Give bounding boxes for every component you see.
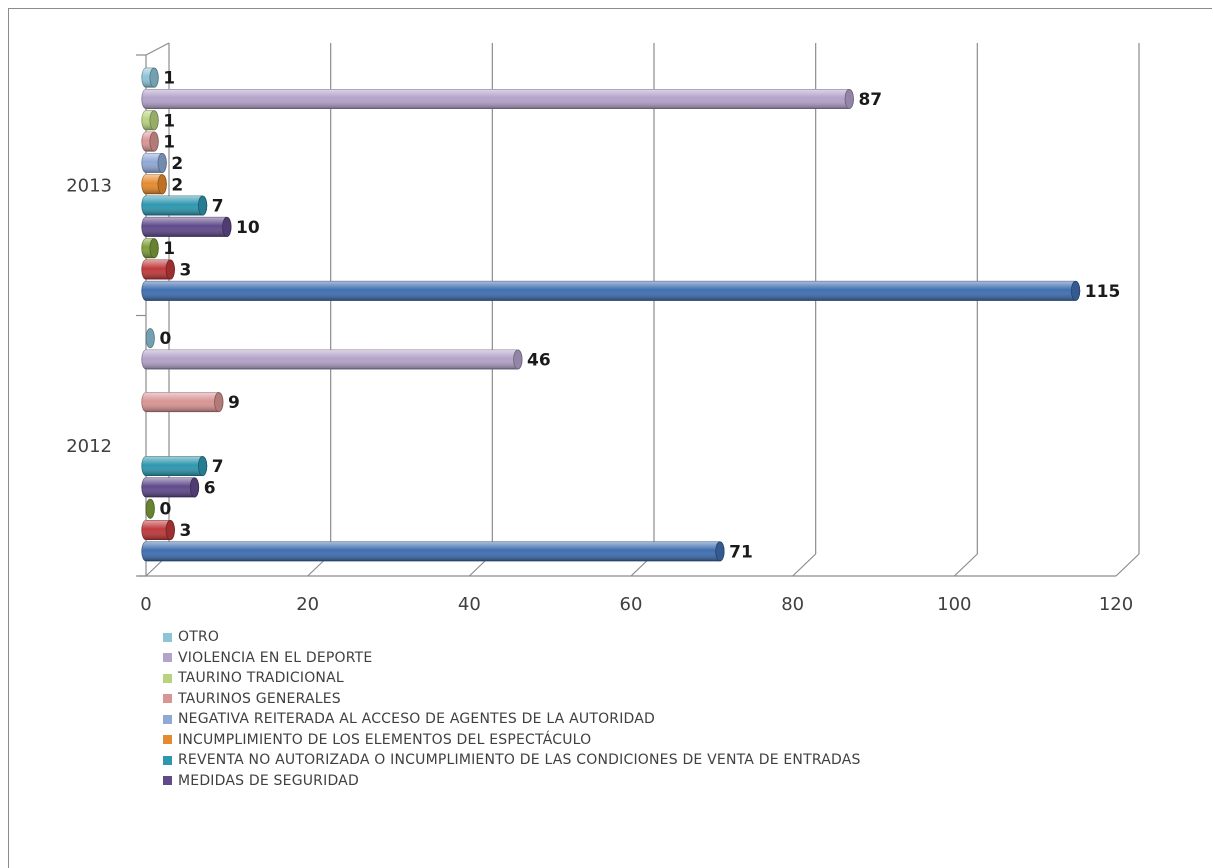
data-label: 9	[228, 393, 240, 413]
legend-label: VIOLENCIA EN EL DEPORTE	[178, 649, 373, 666]
bar-2012-series-1	[141, 520, 175, 541]
data-label: 0	[159, 500, 171, 520]
data-label: 0	[159, 329, 171, 349]
floor-gridline-4	[792, 553, 817, 577]
bar-2012-series-2	[145, 498, 155, 519]
bar-2012-series-0	[141, 541, 725, 562]
bar-2013-reventa-no-autorizada-o-incumplimiento-de-las-condiciones-de-venta-de-entradas	[141, 195, 208, 216]
data-label: 3	[179, 261, 191, 281]
data-label: 1	[163, 69, 175, 89]
bar-2012-otro	[145, 328, 155, 349]
legend-item: TAURINOS GENERALES	[163, 689, 861, 710]
bar-2012-reventa-no-autorizada-o-incumplimiento-de-las-condiciones-de-venta-de-entradas	[141, 456, 208, 477]
legend: OTRO VIOLENCIA EN EL DEPORTE TAURINO TRADI…	[163, 627, 861, 791]
data-label: 3	[179, 521, 191, 541]
chart-frame	[8, 8, 1212, 868]
bar-2013-violencia-en-el-deporte	[141, 88, 854, 109]
legend-swatch	[163, 714, 172, 724]
bar-2013-series-2	[141, 238, 159, 259]
data-label: 1	[163, 111, 175, 131]
bar-2013-incumplimiento-de-los-elementos-del-espect-culo	[141, 174, 167, 195]
legend-label: TAURINO TRADICIONAL	[178, 670, 344, 687]
x-tick-label: 40	[458, 594, 481, 615]
data-label: 2	[171, 154, 183, 174]
legend-item: TAURINO TRADICIONAL	[163, 668, 861, 689]
legend-label: REVENTA NO AUTORIZADA O INCUMPLIMIENTO D…	[178, 752, 861, 769]
floor-gridline-5	[953, 553, 978, 577]
data-label: 87	[858, 90, 882, 110]
data-label: 7	[212, 457, 224, 477]
legend-swatch	[163, 735, 172, 745]
legend-item: NEGATIVA REITERADA AL ACCESO DE AGENTES …	[163, 709, 861, 730]
legend-label: OTRO	[178, 629, 220, 646]
legend-item: OTRO	[163, 627, 861, 648]
bars	[141, 67, 1081, 562]
x-tick-label: 20	[296, 594, 319, 615]
legend-item: VIOLENCIA EN EL DEPORTE	[163, 648, 861, 669]
bar-2013-taurino-tradicional	[141, 110, 159, 131]
legend-label: INCUMPLIMIENTO DE LOS ELEMENTOS DEL ESPE…	[178, 731, 592, 748]
data-label: 1	[163, 239, 175, 259]
data-label: 10	[236, 218, 260, 238]
y-axis-top-edge	[145, 42, 170, 56]
legend-swatch	[163, 755, 172, 765]
legend-swatch	[163, 776, 172, 786]
legend-swatch	[163, 653, 172, 663]
data-label: 7	[212, 197, 224, 217]
bar-2013-medidas-de-seguridad	[141, 216, 232, 237]
data-label: 71	[729, 542, 753, 562]
bar-2013-negativa-reiterada-al-acceso-de-agentes-de-la-autoridad	[141, 152, 167, 173]
legend-item: MEDIDAS DE SEGURIDAD	[163, 771, 861, 792]
legend-item: INCUMPLIMIENTO DE LOS ELEMENTOS DEL ESPE…	[163, 730, 861, 751]
bar-2012-medidas-de-seguridad	[141, 477, 200, 498]
x-tick-label: 0	[140, 594, 151, 615]
bar-2013-otro	[141, 67, 159, 88]
x-tick-label: 80	[781, 594, 804, 615]
data-label: 6	[204, 478, 216, 498]
legend-label: TAURINOS GENERALES	[178, 690, 341, 707]
floor-gridline-6	[1115, 553, 1140, 577]
bar-2013-series-1	[141, 259, 175, 280]
x-tick-label: 100	[937, 594, 971, 615]
legend-label: NEGATIVA REITERADA AL ACCESO DE AGENTES …	[178, 711, 656, 728]
data-label: 1	[163, 133, 175, 153]
bar-2013-series-0	[141, 280, 1081, 301]
bar-2012-taurinos-generales	[141, 392, 224, 413]
legend-swatch	[163, 694, 172, 704]
legend-label: MEDIDAS DE SEGURIDAD	[178, 772, 359, 789]
x-tick-label: 120	[1099, 594, 1133, 615]
x-tick-label: 60	[620, 594, 643, 615]
grid-lines	[145, 43, 1140, 577]
data-label: 115	[1085, 282, 1121, 302]
data-label: 46	[527, 350, 551, 370]
bar-2013-taurinos-generales	[141, 131, 159, 152]
category-label-2013: 2013	[66, 175, 112, 196]
legend-item: REVENTA NO AUTORIZADA O INCUMPLIMIENTO D…	[163, 750, 861, 771]
category-label-2012: 2012	[66, 436, 112, 457]
legend-swatch	[163, 632, 172, 642]
data-label: 2	[171, 175, 183, 195]
bar-2012-violencia-en-el-deporte	[141, 349, 523, 370]
legend-swatch	[163, 673, 172, 683]
